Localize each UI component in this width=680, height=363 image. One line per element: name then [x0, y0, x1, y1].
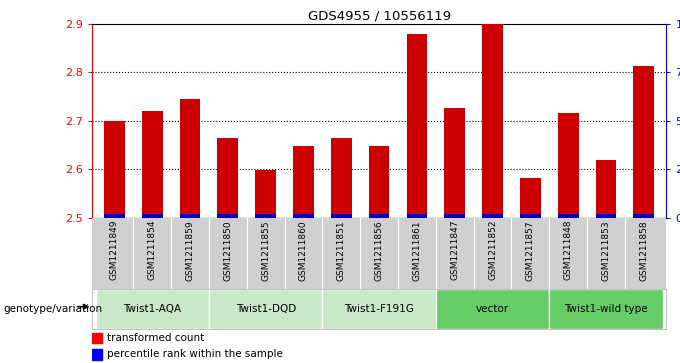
Text: GSM1211857: GSM1211857 — [526, 220, 534, 281]
Text: GSM1211858: GSM1211858 — [639, 220, 648, 281]
Bar — [369, 214, 390, 218]
Bar — [293, 146, 314, 218]
Bar — [444, 107, 465, 218]
Text: GSM1211847: GSM1211847 — [450, 220, 459, 281]
Bar — [558, 214, 579, 218]
Bar — [293, 214, 314, 218]
Text: GSM1211856: GSM1211856 — [375, 220, 384, 281]
Text: vector: vector — [476, 303, 509, 314]
Bar — [104, 214, 125, 218]
Bar — [407, 214, 427, 218]
Bar — [633, 66, 654, 218]
Bar — [482, 23, 503, 218]
Bar — [520, 178, 541, 218]
Bar — [104, 121, 125, 218]
Bar — [218, 138, 238, 218]
Bar — [142, 214, 163, 218]
Text: GSM1211861: GSM1211861 — [412, 220, 422, 281]
Text: GSM1211848: GSM1211848 — [564, 220, 573, 281]
Text: Twist1-DQD: Twist1-DQD — [235, 303, 296, 314]
Text: GSM1211851: GSM1211851 — [337, 220, 346, 281]
Bar — [482, 214, 503, 218]
Bar — [331, 214, 352, 218]
Bar — [92, 349, 102, 359]
Text: transformed count: transformed count — [107, 333, 205, 343]
Bar — [596, 159, 616, 218]
Bar — [549, 289, 662, 329]
Bar — [255, 170, 276, 218]
Bar — [520, 214, 541, 218]
Text: genotype/variation: genotype/variation — [3, 304, 103, 314]
Text: GSM1211849: GSM1211849 — [110, 220, 119, 281]
Bar — [558, 113, 579, 218]
Text: GSM1211853: GSM1211853 — [601, 220, 611, 281]
Bar — [218, 214, 238, 218]
Bar — [255, 214, 276, 218]
Bar — [436, 289, 549, 329]
Text: Twist1-F191G: Twist1-F191G — [344, 303, 414, 314]
Bar — [369, 146, 390, 218]
Bar — [322, 289, 436, 329]
Title: GDS4955 / 10556119: GDS4955 / 10556119 — [307, 9, 451, 23]
Bar — [96, 289, 209, 329]
Text: GSM1211859: GSM1211859 — [186, 220, 194, 281]
Bar — [407, 34, 427, 218]
Bar — [180, 99, 201, 218]
Bar — [444, 214, 465, 218]
Bar — [331, 138, 352, 218]
Text: GSM1211852: GSM1211852 — [488, 220, 497, 281]
Text: GSM1211854: GSM1211854 — [148, 220, 157, 281]
Text: Twist1-wild type: Twist1-wild type — [564, 303, 648, 314]
Text: GSM1211860: GSM1211860 — [299, 220, 308, 281]
Bar — [596, 214, 616, 218]
Bar — [633, 214, 654, 218]
Bar — [92, 333, 102, 343]
Text: Twist1-AQA: Twist1-AQA — [123, 303, 182, 314]
Bar — [209, 289, 322, 329]
Text: GSM1211850: GSM1211850 — [224, 220, 233, 281]
Text: percentile rank within the sample: percentile rank within the sample — [107, 349, 283, 359]
Bar — [180, 214, 201, 218]
Text: GSM1211855: GSM1211855 — [261, 220, 270, 281]
Bar — [142, 111, 163, 218]
